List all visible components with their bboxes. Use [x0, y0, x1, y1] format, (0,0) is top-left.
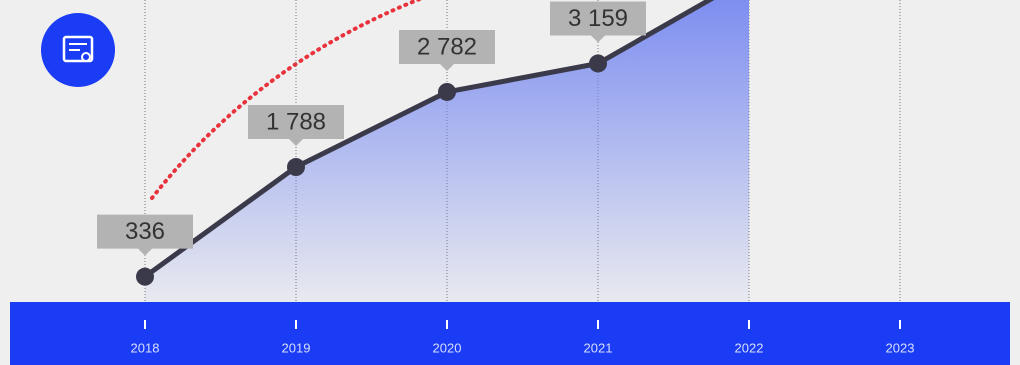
icon: [41, 13, 115, 87]
x-tick-label: 2020: [433, 340, 462, 355]
callout-box: [399, 29, 495, 71]
decorative-curve: [150, 0, 423, 200]
point: [589, 54, 607, 73]
x-tick-label: 2023: [886, 340, 915, 355]
callout-box: [97, 214, 193, 256]
value-callout: 3 159: [550, 1, 646, 43]
area-fill: [145, 0, 749, 302]
value-callout: 1 788: [248, 105, 344, 147]
x-axis: 2018 2019 2020 2021 2022 2023: [131, 320, 915, 355]
value-label: 2 782: [417, 33, 477, 60]
callout-box: [248, 105, 344, 147]
x-tick-label: 2022: [735, 340, 764, 355]
plot: 336 1 788 2 782 3 159: [97, 0, 901, 302]
value-label: 336: [125, 218, 165, 245]
callout-box: [550, 1, 646, 43]
point: [136, 267, 154, 286]
value-label: 1 788: [266, 108, 326, 135]
value-callout: 2 782: [399, 29, 495, 71]
x-tick-label: 2018: [131, 340, 160, 355]
point: [287, 158, 305, 177]
point: [438, 82, 456, 101]
x-tick-label: 2019: [282, 340, 311, 355]
x-tick-label: 2021: [584, 340, 613, 355]
value-label: 3 159: [568, 5, 628, 32]
axis-band: [10, 302, 1010, 365]
value-callout: 336: [97, 214, 193, 256]
